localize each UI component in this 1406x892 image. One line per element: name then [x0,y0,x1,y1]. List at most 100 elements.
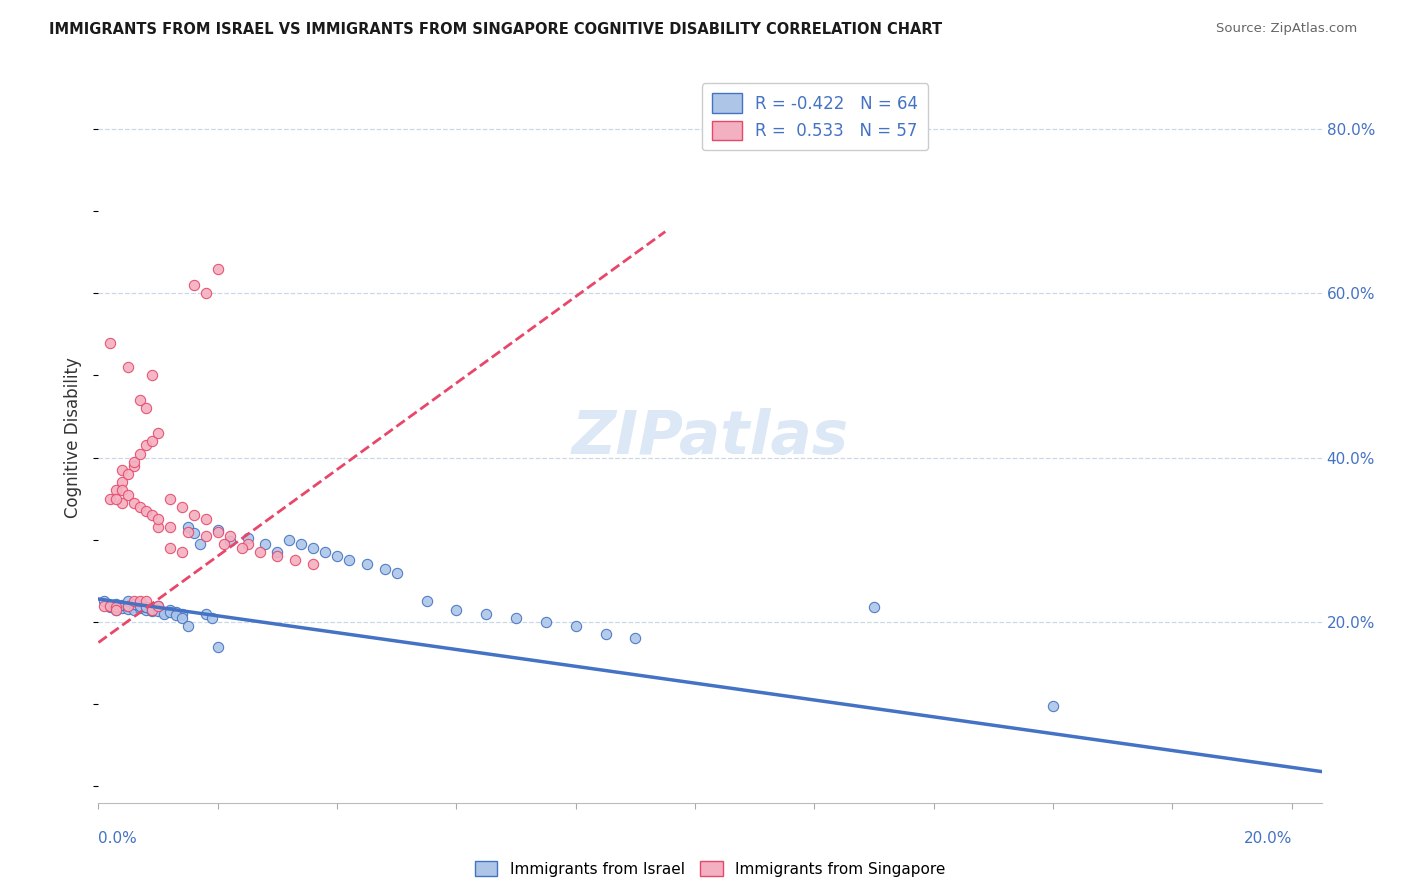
Point [207,524,229,539]
Point [218,529,240,543]
Point [170,545,193,559]
Point [249,545,271,559]
Point [98,600,121,615]
Legend: Immigrants from Israel, Immigrants from Singapore: Immigrants from Israel, Immigrants from … [468,855,952,883]
Point [505,611,527,625]
Point [326,549,349,564]
Point [236,531,259,545]
Point [565,619,588,633]
Point [141,602,163,616]
Point [98,599,121,613]
Point [146,599,169,614]
Point [117,594,139,608]
Point [1042,698,1064,713]
Point [122,600,145,615]
Point [165,608,187,623]
Point [159,520,181,534]
Point [207,640,229,654]
Point [170,500,193,514]
Point [117,467,139,481]
Point [183,508,205,523]
Point [302,558,325,572]
Point [146,520,169,534]
Point [194,512,217,526]
Point [314,545,336,559]
Point [135,603,157,617]
Point [117,599,139,613]
Point [111,463,134,477]
Point [141,602,163,616]
Point [129,594,152,608]
Point [201,611,224,625]
Point [236,537,259,551]
Text: Source: ZipAtlas.com: Source: ZipAtlas.com [1216,22,1357,36]
Point [122,594,145,608]
Point [141,604,163,618]
Point [165,605,187,619]
Point [122,496,145,510]
Point [135,600,157,615]
Point [188,537,211,551]
Point [122,597,145,611]
Point [98,491,121,506]
Point [356,558,378,572]
Point [212,537,235,551]
Point [129,500,152,514]
Point [337,553,360,567]
Point [135,594,157,608]
Point [122,458,145,473]
Point [194,286,217,301]
Point [183,278,205,293]
Point [146,599,169,613]
Point [111,483,134,498]
Point [129,446,152,460]
Point [170,607,193,621]
Point [254,537,277,551]
Point [194,607,217,621]
Point [624,632,647,646]
Point [141,434,163,449]
Point [111,601,134,615]
Text: 0.0%: 0.0% [98,830,138,846]
Point [93,599,115,613]
Point [105,483,128,498]
Point [207,261,229,276]
Point [146,425,169,440]
Point [105,597,128,611]
Point [146,602,169,616]
Point [446,602,468,616]
Point [290,537,312,551]
Point [129,601,152,615]
Point [231,541,253,555]
Point [374,561,396,575]
Point [385,566,408,580]
Point [117,487,139,501]
Point [117,599,139,614]
Point [266,549,288,564]
Point [159,541,181,555]
Y-axis label: Cognitive Disability: Cognitive Disability [65,357,83,517]
Point [218,534,240,549]
Point [284,553,307,567]
Point [159,605,181,619]
Point [105,600,128,615]
Point [266,545,288,559]
Point [117,602,139,616]
Point [159,491,181,506]
Point [141,602,163,616]
Point [122,602,145,616]
Point [183,526,205,541]
Text: 20.0%: 20.0% [1243,830,1292,846]
Point [595,627,617,641]
Point [105,602,128,616]
Point [141,508,163,523]
Point [534,615,557,629]
Point [105,602,128,616]
Point [129,599,152,613]
Point [170,611,193,625]
Point [135,504,157,518]
Point [122,455,145,469]
Point [177,520,200,534]
Point [177,524,200,539]
Point [135,438,157,452]
